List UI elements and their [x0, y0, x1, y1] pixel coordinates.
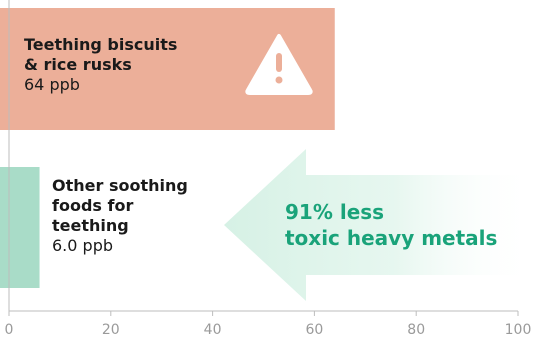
x-tick-label: 20: [102, 322, 120, 338]
callout-line: toxic heavy metals: [285, 226, 498, 250]
bar-1: [0, 167, 40, 288]
bar-value-label: 6.0 ppb: [52, 236, 113, 255]
x-tick-label: 100: [505, 322, 532, 338]
bar-category-label: Other soothing: [52, 176, 188, 195]
bar-value-label: 64 ppb: [24, 75, 80, 94]
bar-label-other-soothing-foods: Other soothing foods for teething 6.0 pp…: [52, 176, 242, 256]
x-tick-label: 80: [407, 322, 425, 338]
warning-triangle-icon: [245, 34, 313, 95]
bar-category-label: foods for: [52, 196, 134, 215]
callout-arrow: [224, 149, 535, 301]
bar-category-label: teething: [52, 216, 129, 235]
callout-annotation: 91% less toxic heavy metals: [285, 199, 535, 251]
x-tick-label: 0: [5, 322, 14, 338]
bar-category-label: & rice rusks: [24, 55, 132, 74]
callout-line: 91% less: [285, 200, 385, 224]
x-tick-label: 60: [305, 322, 323, 338]
bar-label-teething-biscuits: Teething biscuits & rice rusks 64 ppb: [24, 35, 224, 95]
x-tick-label: 40: [204, 322, 222, 338]
bar-category-label: Teething biscuits: [24, 35, 178, 54]
